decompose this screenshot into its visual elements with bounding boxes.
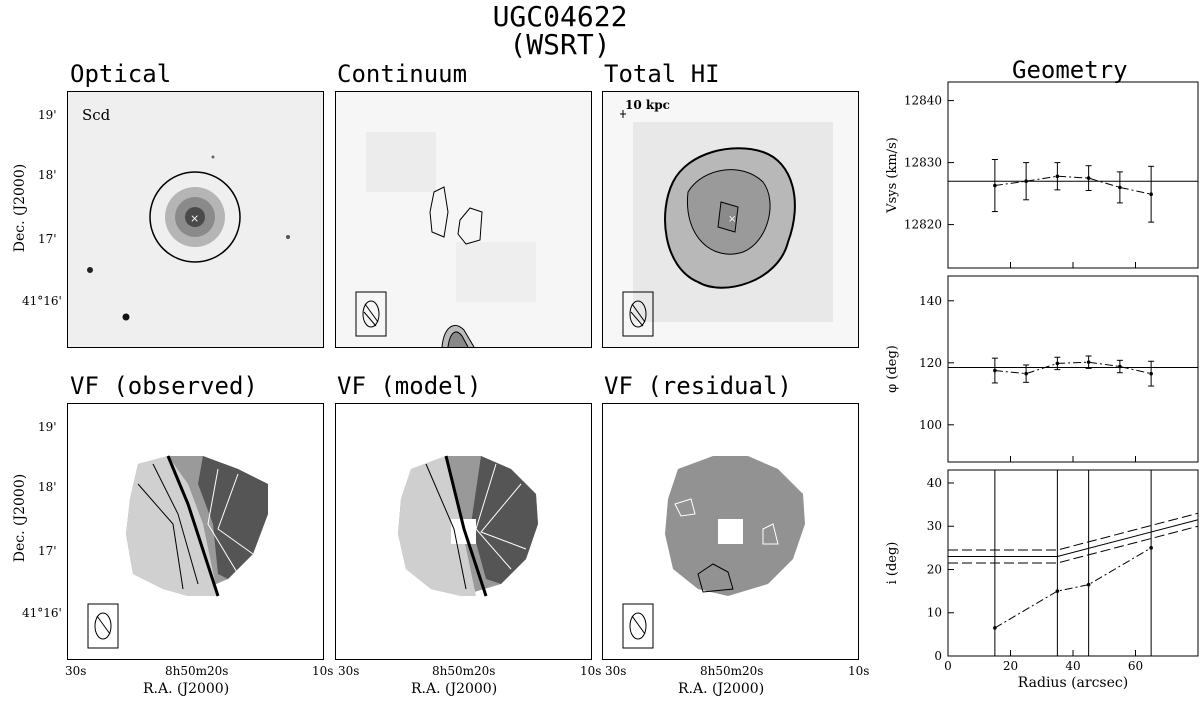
dec-axis-label-top: Dec. (J2000) — [12, 163, 28, 253]
svg-text:×: × — [728, 214, 736, 225]
chart-frame — [947, 275, 1199, 463]
ra-tick: 10s — [312, 664, 334, 678]
dec-tick: 19' — [38, 108, 57, 122]
panel-title-geometry: Geometry — [1012, 56, 1128, 84]
y-tick-label: 12840 — [904, 94, 942, 108]
y-tick-label: 100 — [919, 418, 942, 432]
x-tick-label: 20 — [1003, 659, 1018, 673]
ra-tick: 30s — [65, 664, 87, 678]
totalhi-image: × — [603, 92, 858, 347]
ra-tick: 8h50m20s — [432, 664, 496, 678]
vfobs-image — [68, 404, 323, 659]
y-tick-label: 12820 — [904, 218, 942, 232]
ra-tick: 8h50m20s — [165, 664, 229, 678]
vfres-panel — [602, 403, 859, 660]
y-axis-label: i (deg) — [885, 542, 900, 585]
y-tick-label: 120 — [919, 356, 942, 370]
x-axis-label: Radius (arcsec) — [1018, 675, 1128, 691]
panel-title-totalhi: Total HI — [604, 60, 720, 88]
optical-image: × — [68, 92, 323, 347]
data-point — [1055, 589, 1060, 593]
data-point — [993, 626, 997, 630]
data-point — [993, 183, 997, 188]
vfmodel-panel — [335, 403, 592, 660]
y-tick-label: 40 — [927, 476, 942, 490]
dec-tick: 18' — [38, 168, 57, 182]
vfmodel-image — [336, 404, 591, 659]
data-point — [1149, 546, 1153, 550]
figure-title: UGC04622 — [492, 0, 628, 33]
data-series-line — [994, 175, 1152, 195]
data-point — [1055, 361, 1060, 366]
y-tick-label: 12830 — [904, 156, 942, 170]
dec-tick: 19' — [38, 420, 57, 434]
dec-tick: 17' — [38, 544, 57, 558]
dec-tick: 41°16' — [22, 606, 62, 620]
panel-title-vfres: VF (residual) — [604, 372, 792, 400]
x-tick-label: 0 — [944, 659, 952, 673]
vfres-image — [603, 404, 858, 659]
ra-tick: 30s — [338, 664, 360, 678]
y-tick-label: 30 — [927, 519, 942, 533]
continuum-image — [336, 92, 591, 347]
chart-frame — [947, 81, 1199, 269]
panel-title-vfmodel: VF (model) — [337, 372, 482, 400]
panel-title-vfobs: VF (observed) — [70, 372, 258, 400]
optical-panel: × Scd — [67, 91, 324, 348]
dec-tick: 41°16' — [22, 294, 62, 308]
data-point — [1149, 371, 1153, 376]
data-point — [1055, 174, 1060, 179]
dec-axis-label-bottom: Dec. (J2000) — [12, 473, 28, 563]
ra-tick: 10s — [580, 664, 602, 678]
inclination-band-line — [948, 512, 1199, 551]
panel-title-continuum: Continuum — [337, 60, 468, 88]
scalebar-label: 10 kpc — [625, 98, 670, 112]
data-point — [1118, 364, 1122, 369]
dec-tick: 17' — [38, 232, 57, 246]
data-point — [1118, 185, 1122, 190]
data-point — [993, 368, 997, 373]
y-axis-label: φ (deg) — [885, 345, 900, 393]
ra-axis-label: R.A. (J2000) — [411, 681, 498, 697]
data-point — [1024, 179, 1028, 183]
ra-axis-label: R.A. (J2000) — [678, 681, 765, 697]
y-tick-label: 10 — [927, 606, 942, 620]
x-tick-label: 40 — [1065, 659, 1080, 673]
ra-axis-label: R.A. (J2000) — [143, 681, 230, 697]
ra-tick: 10s — [848, 664, 870, 678]
data-point — [1086, 582, 1091, 587]
y-axis-label: Vsys (km/s) — [885, 137, 900, 214]
y-tick-label: 0 — [934, 649, 942, 663]
x-tick-label: 60 — [1128, 659, 1143, 673]
ra-tick: 8h50m20s — [700, 664, 764, 678]
inclination-band-line — [948, 525, 1199, 564]
ra-tick: 30s — [605, 664, 627, 678]
morphology-label: Scd — [82, 106, 111, 124]
vfobs-panel — [67, 403, 324, 660]
dec-tick: 18' — [38, 480, 57, 494]
inclination-band-line — [948, 519, 1199, 558]
data-point — [1086, 360, 1091, 364]
totalhi-panel: × 10 kpc — [602, 91, 859, 348]
data-series-line — [994, 361, 1152, 375]
data-point — [1149, 192, 1153, 197]
data-series-line — [994, 547, 1152, 629]
y-tick-label: 20 — [927, 562, 942, 576]
svg-text:×: × — [190, 212, 199, 225]
continuum-panel — [335, 91, 592, 348]
data-point — [1086, 176, 1091, 180]
data-point — [1024, 371, 1028, 376]
y-tick-label: 140 — [919, 294, 942, 308]
panel-title-optical: Optical — [70, 60, 172, 88]
figure-subtitle: (WSRT) — [509, 28, 611, 61]
